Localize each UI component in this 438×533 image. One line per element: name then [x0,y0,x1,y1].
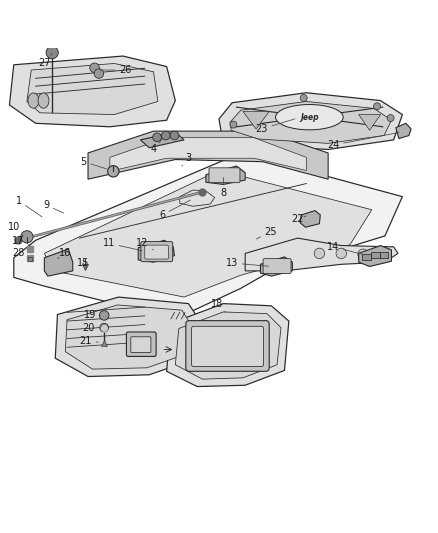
Circle shape [94,69,104,78]
Text: 26: 26 [99,65,131,75]
Circle shape [90,63,99,72]
Text: 24: 24 [327,133,399,150]
FancyBboxPatch shape [127,332,156,357]
FancyBboxPatch shape [209,168,240,183]
Bar [380,252,389,258]
Polygon shape [65,305,193,369]
Circle shape [314,248,325,259]
Bar [362,254,371,261]
Polygon shape [14,153,403,319]
Circle shape [161,131,170,140]
Text: 19: 19 [84,310,100,320]
Text: 28: 28 [12,248,30,259]
FancyBboxPatch shape [263,259,291,273]
Bar [371,252,380,258]
Circle shape [100,323,109,332]
Polygon shape [243,111,269,129]
Polygon shape [166,304,289,386]
Ellipse shape [276,104,343,130]
Circle shape [300,94,307,101]
Text: 9: 9 [43,200,64,213]
Text: 12: 12 [136,238,153,250]
Polygon shape [175,312,281,379]
Text: 21: 21 [80,336,99,346]
Circle shape [99,311,109,320]
Text: 1: 1 [16,196,42,217]
Polygon shape [110,138,306,171]
Text: 22: 22 [291,214,306,224]
Polygon shape [300,211,320,227]
Text: 15: 15 [77,258,89,268]
Polygon shape [359,115,381,130]
Polygon shape [44,171,372,297]
Ellipse shape [38,93,49,108]
Polygon shape [206,166,245,184]
Text: 8: 8 [220,177,226,198]
Circle shape [108,166,119,177]
FancyBboxPatch shape [145,245,168,259]
Polygon shape [261,257,292,276]
Circle shape [374,103,381,110]
Text: 23: 23 [256,119,295,134]
Text: 11: 11 [103,238,142,251]
Circle shape [387,115,394,122]
Text: 25: 25 [256,227,277,239]
Polygon shape [55,297,201,376]
Text: 17: 17 [12,236,30,246]
Text: 20: 20 [82,322,100,333]
Ellipse shape [28,93,39,108]
FancyBboxPatch shape [191,326,264,367]
Polygon shape [230,101,392,143]
Polygon shape [180,190,215,206]
Polygon shape [44,249,73,276]
Text: 3: 3 [182,153,191,166]
Polygon shape [88,131,328,179]
Text: 18: 18 [211,298,226,312]
Circle shape [152,133,161,142]
Text: 13: 13 [226,258,268,268]
Text: 6: 6 [159,200,191,220]
Circle shape [21,231,33,243]
Polygon shape [27,63,158,115]
Circle shape [46,46,58,59]
Polygon shape [138,240,174,262]
Polygon shape [359,246,392,266]
Polygon shape [245,238,398,271]
Text: 16: 16 [57,248,71,259]
Polygon shape [219,93,403,149]
Circle shape [230,121,237,128]
Polygon shape [141,132,184,148]
FancyBboxPatch shape [131,337,151,352]
Text: 4: 4 [150,139,162,155]
FancyBboxPatch shape [186,321,269,372]
Polygon shape [396,123,411,139]
Text: 10: 10 [8,222,23,236]
Polygon shape [10,56,175,127]
Text: 14: 14 [327,242,365,255]
Circle shape [375,251,386,261]
Circle shape [170,131,179,140]
Text: 27: 27 [38,53,52,68]
Circle shape [358,249,368,260]
Circle shape [336,248,346,259]
FancyBboxPatch shape [141,241,173,262]
Text: 5: 5 [81,157,106,169]
Text: Jeep: Jeep [300,112,319,122]
